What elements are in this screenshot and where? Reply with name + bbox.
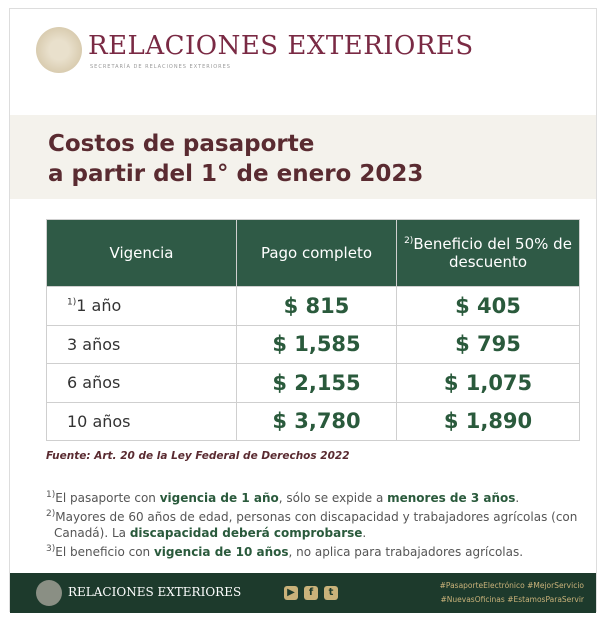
- facebook-icon[interactable]: f: [304, 586, 318, 600]
- brand-subtitle: SECRETARÍA DE RELACIONES EXTERIORES: [90, 64, 231, 70]
- hashtags: #PasaporteElectrónico #MejorServicio #Nu…: [440, 579, 584, 607]
- vigencia-cell: 1)1 año: [46, 286, 237, 326]
- hashtag-line: #PasaporteElectrónico #MejorServicio: [439, 581, 584, 590]
- vigencia-cell: 3 años: [46, 324, 237, 364]
- footer-brand: RELACIONES EXTERIORES: [68, 585, 242, 599]
- col-completo: Pago completo: [236, 219, 397, 287]
- title-line: a partir del 1° de enero 2023: [48, 161, 424, 187]
- table-header: Vigencia Pago completo 2)Beneficio del 5…: [46, 219, 580, 287]
- footnote: 3)El beneficio con vigencia de 10 años, …: [46, 544, 524, 559]
- vigencia-cell: 6 años: [46, 363, 237, 403]
- col-vigencia: Vigencia: [46, 219, 237, 287]
- seal-logo: [36, 27, 82, 73]
- youtube-icon[interactable]: ▶: [284, 586, 298, 600]
- footnote: 2)Mayores de 60 años de edad, personas c…: [46, 509, 578, 540]
- seal-logo: [36, 580, 62, 606]
- table-row: 3 años $ 1,585 $ 795: [46, 324, 580, 364]
- full-price-cell: $ 815: [236, 286, 397, 326]
- discount-price-cell: $ 795: [396, 324, 580, 364]
- col-descuento: 2)Beneficio del 50% de descuento: [396, 219, 580, 287]
- footnote: 1)El pasaporte con vigencia de 1 año, só…: [46, 490, 520, 505]
- table-row: 1)1 año $ 815 $ 405: [46, 286, 580, 326]
- title-band: Costos de pasaporte a partir del 1° de e…: [10, 115, 596, 199]
- footnotes: 1)El pasaporte con vigencia de 1 año, só…: [46, 487, 596, 560]
- col-label: Beneficio del 50% de descuento: [413, 235, 572, 271]
- hashtag-line: #NuevasOficinas #EstamosParaServir: [440, 595, 584, 604]
- page-title: Costos de pasaporte a partir del 1° de e…: [48, 129, 423, 189]
- infographic: RELACIONES EXTERIORES SECRETARÍA DE RELA…: [9, 8, 597, 613]
- discount-price-cell: $ 1,890: [396, 401, 580, 441]
- table-row: 10 años $ 3,780 $ 1,890: [46, 401, 580, 441]
- table-row: 6 años $ 2,155 $ 1,075: [46, 363, 580, 403]
- vigencia-cell: 10 años: [46, 401, 237, 441]
- brand-name: RELACIONES EXTERIORES: [88, 31, 474, 61]
- footer: RELACIONES EXTERIORES ▶ f t #PasaporteEl…: [10, 573, 596, 613]
- price-table: Vigencia Pago completo 2)Beneficio del 5…: [46, 219, 580, 441]
- full-price-cell: $ 3,780: [236, 401, 397, 441]
- discount-price-cell: $ 1,075: [396, 363, 580, 403]
- full-price-cell: $ 2,155: [236, 363, 397, 403]
- header: RELACIONES EXTERIORES SECRETARÍA DE RELA…: [10, 9, 596, 115]
- full-price-cell: $ 1,585: [236, 324, 397, 364]
- footnote-mark: 2): [404, 236, 414, 246]
- twitter-icon[interactable]: t: [324, 586, 338, 600]
- title-line: Costos de pasaporte: [48, 131, 315, 157]
- discount-price-cell: $ 405: [396, 286, 580, 326]
- source: Fuente: Art. 20 de la Ley Federal de Der…: [46, 450, 350, 462]
